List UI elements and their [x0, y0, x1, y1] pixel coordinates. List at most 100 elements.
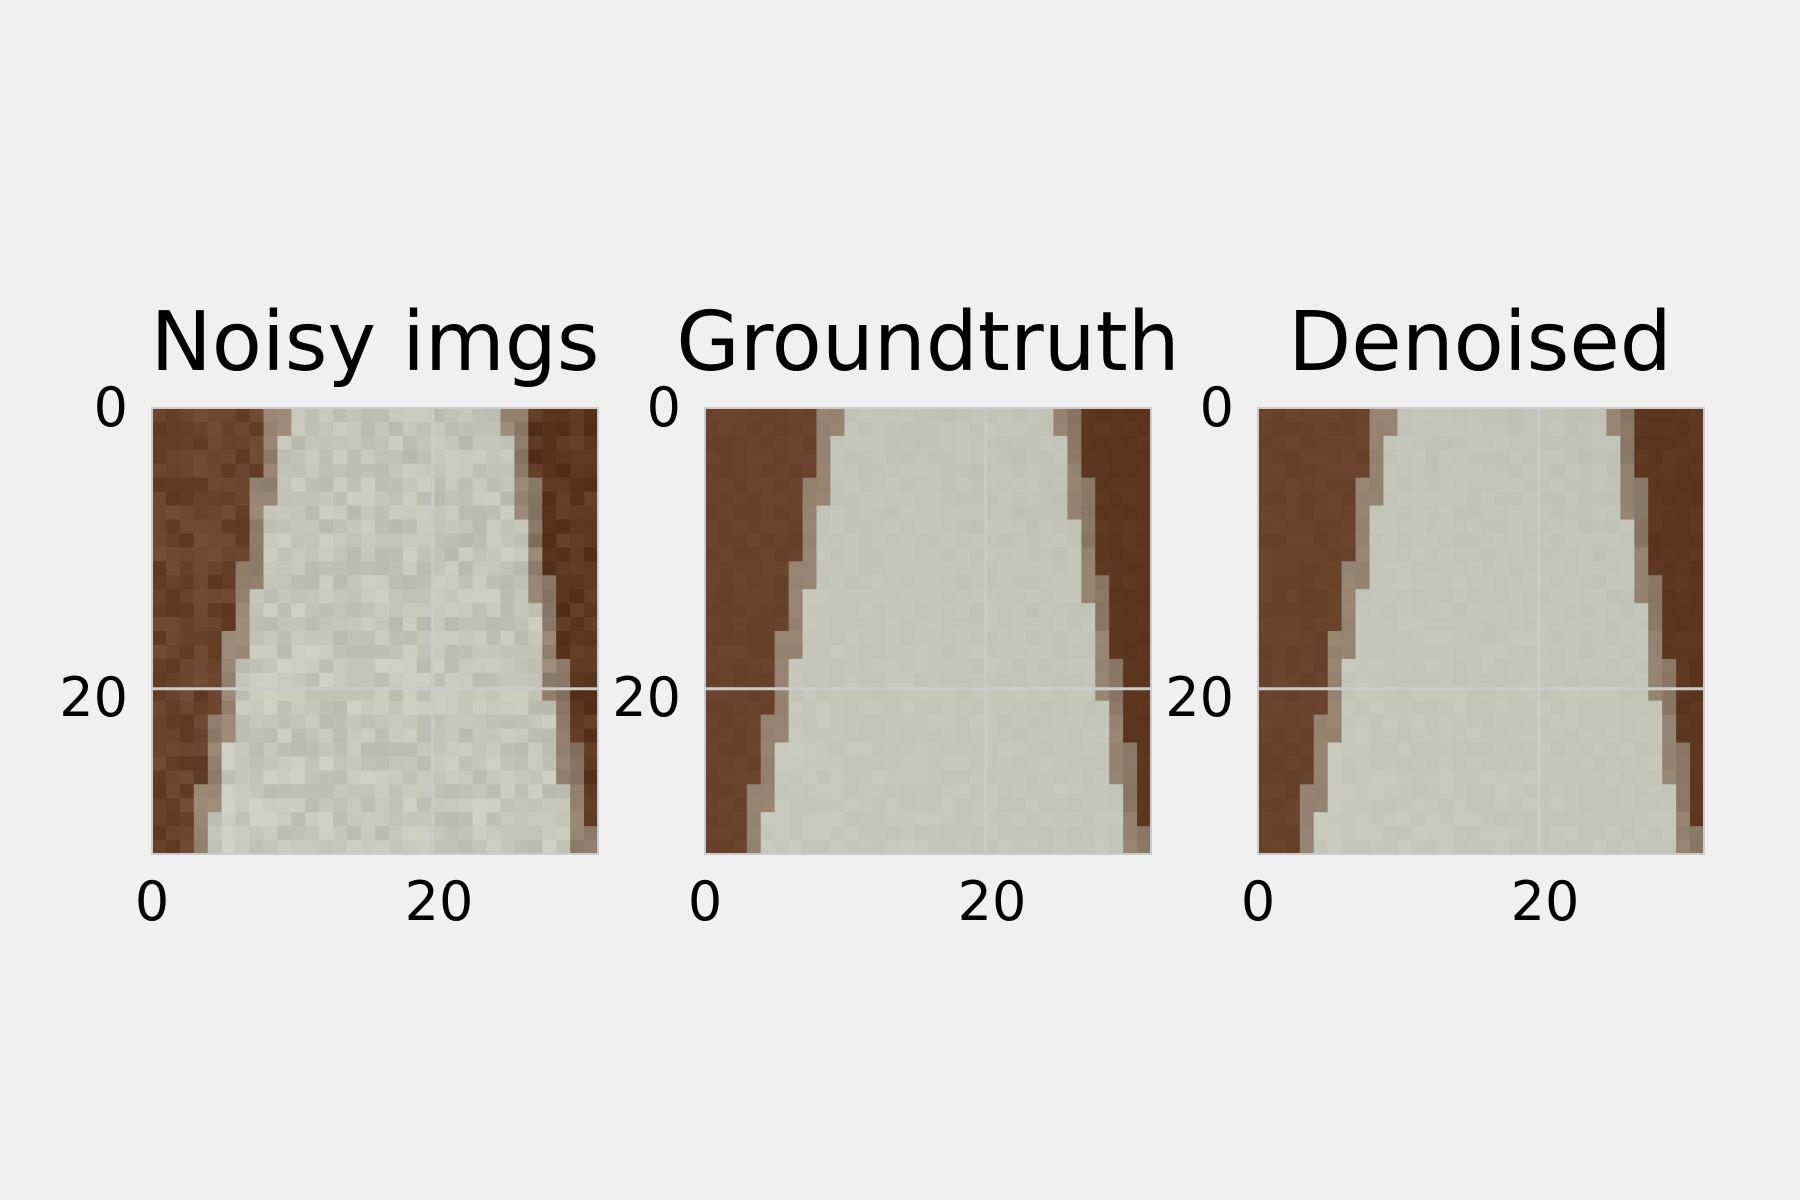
image-pixel — [774, 421, 790, 437]
image-pixel — [458, 505, 474, 521]
image-pixel — [277, 742, 292, 758]
image-pixel — [1648, 533, 1663, 548]
image-pixel — [1578, 700, 1594, 716]
image-pixel — [955, 617, 971, 632]
image-pixel — [830, 491, 845, 507]
image-pixel — [556, 798, 571, 813]
image-pixel — [1467, 603, 1482, 618]
image-pixel — [319, 686, 334, 702]
image-pixel — [1494, 672, 1510, 688]
image-pixel — [914, 644, 929, 660]
image-pixel — [1481, 408, 1496, 423]
image-pixel — [1536, 812, 1552, 827]
image-pixel — [556, 784, 571, 799]
image-pixel — [500, 700, 515, 716]
image-pixel — [732, 631, 748, 646]
image-pixel — [514, 533, 529, 548]
image-pixel — [1648, 672, 1663, 688]
image-pixel — [333, 575, 348, 590]
image-pixel — [375, 770, 390, 785]
image-pixel — [1522, 449, 1538, 465]
image-pixel — [375, 463, 390, 479]
image-pixel — [347, 491, 362, 507]
image-pixel — [333, 826, 348, 841]
image-pixel — [955, 798, 971, 813]
image-pixel — [430, 728, 446, 744]
image-pixel — [1481, 561, 1496, 576]
image-pixel — [1620, 519, 1635, 535]
image-pixel — [1425, 575, 1440, 590]
image-pixel — [718, 547, 734, 562]
image-pixel — [830, 631, 845, 646]
image-pixel — [333, 408, 348, 423]
image-pixel — [774, 700, 790, 716]
panel-title: Noisy imgs — [150, 295, 599, 390]
image-pixel — [1494, 575, 1510, 590]
image-pixel — [1481, 672, 1496, 688]
image-pixel — [1439, 658, 1454, 674]
image-pixel — [1067, 728, 1082, 744]
image-pixel — [872, 463, 887, 479]
image-pixel — [1011, 505, 1027, 521]
image-pixel — [705, 519, 720, 535]
image-pixel — [760, 505, 776, 521]
image-pixel — [486, 589, 502, 604]
image-pixel — [570, 756, 585, 771]
image-pixel — [1039, 421, 1055, 437]
image-pixel — [1137, 742, 1152, 758]
image-pixel — [333, 631, 348, 646]
image-pixel — [955, 408, 971, 423]
image-pixel — [1025, 770, 1041, 785]
image-pixel — [1095, 812, 1110, 827]
image-pixel — [1123, 714, 1138, 730]
image-pixel — [249, 533, 265, 548]
image-pixel — [718, 672, 734, 688]
image-pixel — [1411, 491, 1426, 507]
image-pixel — [375, 505, 390, 521]
image-pixel — [732, 686, 748, 702]
image-pixel — [802, 533, 818, 548]
image-pixel — [1053, 547, 1068, 562]
image-pixel — [165, 617, 181, 632]
image-pixel — [528, 505, 543, 521]
ytick-label-0: 0 — [647, 376, 681, 439]
image-pixel — [1494, 658, 1510, 674]
image-pixel — [997, 505, 1013, 521]
image-pixel — [1676, 840, 1691, 855]
image-pixel — [1327, 463, 1343, 479]
image-pixel — [1067, 421, 1082, 437]
image-pixel — [1327, 449, 1343, 465]
image-pixel — [249, 742, 265, 758]
image-pixel — [1137, 840, 1152, 855]
image-pixel — [900, 798, 915, 813]
image-pixel — [1467, 658, 1482, 674]
image-pixel — [816, 491, 832, 507]
image-pixel — [1578, 575, 1594, 590]
image-pixel — [969, 435, 985, 451]
image-pixel — [263, 589, 279, 604]
image-pixel — [1397, 435, 1412, 451]
image-pixel — [1494, 477, 1510, 493]
image-pixel — [500, 575, 515, 590]
image-pixel — [1453, 477, 1468, 493]
image-pixel — [1676, 477, 1691, 493]
axes-frame — [151, 407, 599, 855]
image-pixel — [1397, 784, 1412, 799]
image-pixel — [1467, 700, 1482, 716]
image-pixel — [1067, 449, 1082, 465]
image-pixel — [1285, 477, 1301, 493]
image-pixel — [416, 575, 432, 590]
image-pixel — [1299, 672, 1315, 688]
image-pixel — [1081, 840, 1096, 855]
image-pixel — [1095, 728, 1110, 744]
image-pixel — [221, 589, 237, 604]
image-pixel — [458, 756, 474, 771]
image-pixel — [1606, 617, 1621, 632]
image-pixel — [444, 672, 460, 688]
image-pixel — [1690, 840, 1705, 855]
image-pixel — [1620, 714, 1635, 730]
image-pixel — [1634, 631, 1649, 646]
image-pixel — [718, 742, 734, 758]
image-pixel — [221, 463, 237, 479]
image-pixel — [570, 770, 585, 785]
